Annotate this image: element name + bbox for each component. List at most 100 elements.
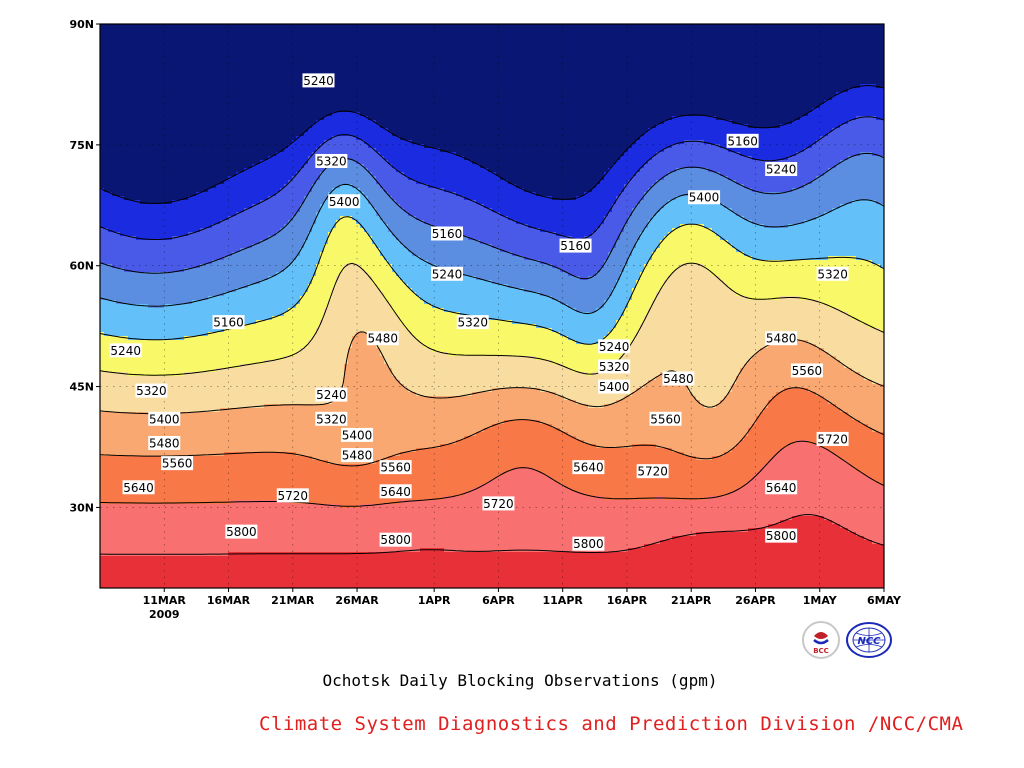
contour-band-cell [732, 288, 884, 293]
contour-band-cell [800, 116, 857, 121]
contour-band-cell [324, 116, 369, 121]
contour-band-cell [100, 132, 305, 137]
contour-band-cell [236, 212, 297, 217]
contour-band-cell [436, 264, 553, 269]
contour-band-cell [324, 140, 365, 145]
contour-band-cell [308, 284, 337, 289]
contour-band-cell [852, 316, 884, 321]
contour-label-bg [572, 536, 605, 551]
contour-band-cell [100, 280, 261, 285]
y-tick-label: 45N [69, 381, 94, 394]
contour-band-cell [300, 252, 321, 257]
contour-band-cell [736, 212, 825, 217]
contour-band-cell [652, 184, 745, 189]
contour-label-bg [482, 496, 515, 511]
contour-band-cell [640, 328, 881, 333]
contour-band-cell [324, 316, 401, 321]
y-tick-label: 90N [69, 18, 94, 31]
contour-band-cell [748, 480, 877, 485]
contour-label-text: 5560 [380, 461, 411, 475]
contour-label: 5720 [636, 464, 669, 479]
contour-band-cell [440, 148, 629, 153]
contour-label-text: 5320 [316, 154, 347, 168]
contour-label-bg [302, 73, 335, 88]
contour-band-cell [492, 424, 553, 429]
contour-label-bg [765, 331, 798, 346]
contour-label-text: 5560 [162, 457, 193, 471]
contour-band-cell [872, 428, 884, 433]
contour-band-cell [316, 220, 337, 225]
contour-band-cell [260, 200, 305, 205]
contour-band-cell [128, 372, 185, 377]
contour-band-cell [100, 84, 861, 89]
contour-band-cell [636, 172, 669, 177]
contour-band-cell [648, 220, 753, 225]
contour-band-cell [396, 200, 477, 205]
contour-band-cell [100, 208, 245, 213]
contour-band-cell [772, 456, 841, 461]
contour-band-cell [872, 260, 884, 265]
contour-band-cell [380, 352, 449, 357]
contour-band-cell [756, 420, 861, 425]
contour-band-cell [100, 352, 297, 357]
contour-band-cell [732, 244, 884, 249]
contour-label-bg [212, 315, 245, 330]
contour-band-cell [348, 356, 385, 361]
contour-band-cell [352, 344, 377, 349]
contour-band-cell [428, 184, 517, 189]
contour-band-cell [424, 344, 629, 349]
contour-band-cell [700, 400, 721, 405]
contour-band-cell [572, 236, 585, 241]
contour-band-cell [660, 288, 733, 293]
contour-band-cell [656, 152, 741, 157]
contour-label-bg [122, 480, 155, 495]
contour-band-cell [632, 292, 657, 297]
contour-band-cell [524, 256, 609, 261]
contour-band-cell [640, 200, 669, 205]
contour-band-cell [608, 332, 637, 337]
contour-band-cell [304, 196, 329, 201]
contour-label-text: 5240 [316, 388, 347, 402]
contour-band-cell [340, 216, 353, 221]
contour-band-cell [636, 240, 661, 245]
contour-band-cell [100, 144, 289, 149]
contour-label: 5400 [148, 411, 181, 426]
contour-band-cell [852, 464, 884, 469]
contour-band-cell [140, 200, 173, 205]
contour-band-cell [104, 188, 209, 193]
contour-band-cell [392, 196, 465, 201]
y-tick-label: 30N [69, 501, 94, 514]
contour-band-cell [508, 216, 605, 221]
contour-band-cell [288, 180, 317, 185]
contour-band-cell [596, 308, 625, 313]
contour-band-cell [380, 288, 413, 293]
contour-band-cell [100, 512, 884, 517]
contour-band-cell [456, 440, 585, 445]
contour-band-cell [396, 168, 489, 173]
contour-band-cell [360, 504, 884, 509]
contour-band-cell [816, 140, 884, 145]
contour-band-cell [788, 156, 849, 161]
contour-band-cell [552, 328, 613, 333]
contour-band-cell [824, 172, 884, 177]
contour-band-cell [388, 228, 445, 233]
contour-label: 5720 [276, 488, 309, 503]
contour-band-cell [712, 456, 773, 461]
contour-band-cell [340, 392, 417, 397]
contour-band-cell [576, 340, 601, 345]
contour-band-cell [744, 436, 884, 441]
contour-band-cell [880, 264, 884, 269]
contour-label-text: 5720 [817, 432, 848, 446]
contour-band-cell [344, 376, 397, 381]
contour-band-cell [720, 276, 884, 281]
contour-band-cell [100, 420, 505, 425]
contour-band-cell [392, 132, 645, 137]
contour-band-cell [252, 164, 305, 169]
contour-band-cell [552, 476, 753, 481]
contour-band-cell [312, 228, 333, 233]
contour-label-text: 5160 [213, 316, 244, 330]
contour-band-cell [664, 204, 725, 209]
contour-band-cell [100, 40, 884, 45]
contour-band-cell [508, 180, 601, 185]
contour-band-cell [736, 380, 873, 385]
